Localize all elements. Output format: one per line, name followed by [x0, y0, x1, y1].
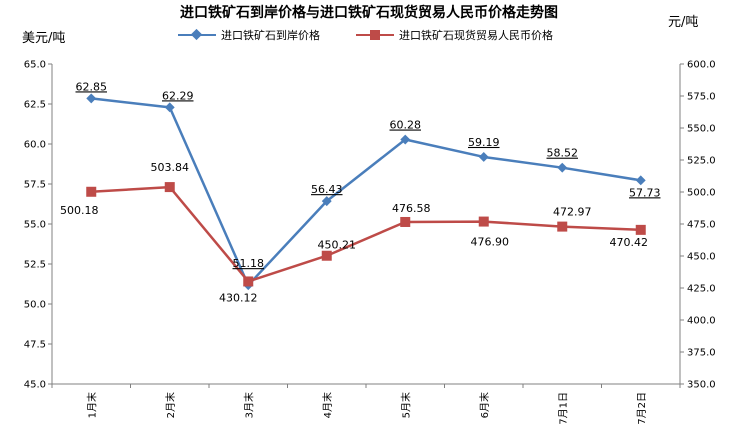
data-point-cif-price — [478, 152, 489, 162]
right-tick-label: 575.0 — [687, 92, 716, 103]
data-point-cif-price — [321, 196, 332, 207]
data-point-rmb-price — [635, 224, 646, 235]
data-label-cif-price: 62.29 — [162, 89, 194, 102]
data-point-rmb-price — [557, 221, 568, 232]
data-label-rmb-price: 472.97 — [553, 206, 592, 219]
left-tick-label: 52.5 — [24, 260, 46, 271]
data-label-rmb-price: 500.18 — [60, 204, 99, 217]
right-tick-label: 500.0 — [687, 188, 716, 199]
data-label-cif-price: 56.43 — [311, 183, 343, 196]
right-tick-label: 450.0 — [687, 252, 716, 263]
right-axis-unit: 元/吨 — [668, 15, 698, 30]
data-point-rmb-price — [321, 250, 332, 261]
data-label-cif-price: 60.28 — [390, 119, 422, 132]
x-category-label: 4月末 — [321, 392, 334, 418]
data-label-rmb-price: 476.58 — [392, 202, 431, 215]
series-line-rmb-price — [91, 185, 641, 283]
data-label-rmb-price: 430.12 — [219, 291, 258, 304]
left-tick-label: 50.0 — [24, 300, 46, 311]
data-point-rmb-price — [243, 276, 254, 287]
left-axis-unit: 美元/吨 — [22, 31, 65, 46]
legend-item-cif-price: 进口铁矿石到岸价格 — [178, 28, 320, 42]
data-label-cif-price: 57.73 — [629, 186, 661, 199]
data-point-cif-price — [635, 175, 646, 186]
left-tick-label: 45.0 — [24, 380, 46, 391]
data-label-cif-price: 51.18 — [233, 257, 265, 270]
legend-item-rmb-price: 进口铁矿石现货贸易人民币价格 — [356, 28, 553, 42]
right-tick-label: 375.0 — [687, 348, 716, 359]
x-category-label: 6月末 — [478, 392, 491, 418]
left-tick-label: 55.0 — [24, 220, 46, 231]
data-point-cif-price — [164, 102, 175, 113]
left-tick-label: 62.5 — [24, 100, 46, 111]
series-layer — [86, 93, 646, 291]
data-point-rmb-price — [478, 216, 489, 227]
x-category-label: 2月末 — [164, 392, 177, 418]
data-point-cif-price — [86, 93, 97, 104]
data-label-rmb-price: 470.42 — [610, 236, 649, 249]
legend-label-cif-price: 进口铁矿石到岸价格 — [221, 28, 320, 42]
data-point-cif-price — [557, 162, 568, 173]
data-label-cif-price: 59.19 — [468, 136, 500, 149]
right-tick-label: 475.0 — [687, 220, 716, 231]
right-tick-label: 550.0 — [687, 124, 716, 135]
legend: 进口铁矿石到岸价格 进口铁矿石现货贸易人民币价格 — [178, 28, 553, 42]
right-tick-label: 525.0 — [687, 156, 716, 167]
left-tick-label: 60.0 — [24, 140, 46, 151]
right-tick-label: 400.0 — [687, 316, 716, 327]
left-tick-label: 65.0 — [24, 60, 46, 71]
right-tick-label: 600.0 — [687, 60, 716, 71]
x-category-label: 7月1日 — [557, 392, 569, 425]
data-label-rmb-price: 503.84 — [151, 161, 190, 174]
data-label-cif-price: 58.52 — [547, 147, 579, 160]
x-category-label: 7月2日 — [636, 392, 648, 425]
data-label-rmb-price: 476.90 — [471, 236, 510, 249]
data-point-rmb-price — [164, 182, 175, 193]
data-point-rmb-price — [86, 186, 97, 197]
data-labels: 62.85 62.29 51.18 56.43 60.28 59.19 58.52 57.73… — [60, 80, 661, 304]
legend-label-rmb-price: 进口铁矿石现货贸易人民币价格 — [399, 28, 553, 42]
x-category-label: 1月末 — [85, 392, 98, 418]
data-label-cif-price: 62.85 — [76, 80, 108, 93]
left-tick-label: 57.5 — [24, 180, 46, 191]
data-point-cif-price — [400, 134, 411, 145]
right-tick-label: 425.0 — [687, 284, 716, 295]
data-point-rmb-price — [400, 216, 411, 227]
axes: 45.0 47.5 50.0 52.5 55.0 57.5 60.0 62.5 65.0 350.… — [24, 60, 716, 425]
legend-diamond-marker — [190, 28, 203, 41]
right-tick-label: 350.0 — [687, 380, 716, 391]
x-category-label: 5月末 — [399, 392, 412, 418]
x-category-label: 3月末 — [242, 392, 255, 418]
legend-square-marker — [370, 30, 380, 40]
left-tick-label: 47.5 — [24, 340, 46, 351]
data-label-rmb-price: 450.21 — [318, 239, 357, 252]
series-line-cif-price — [91, 97, 641, 287]
chart-title: 进口铁矿石到岸价格与进口铁矿石现货贸易人民币价格走势图 — [180, 4, 558, 21]
